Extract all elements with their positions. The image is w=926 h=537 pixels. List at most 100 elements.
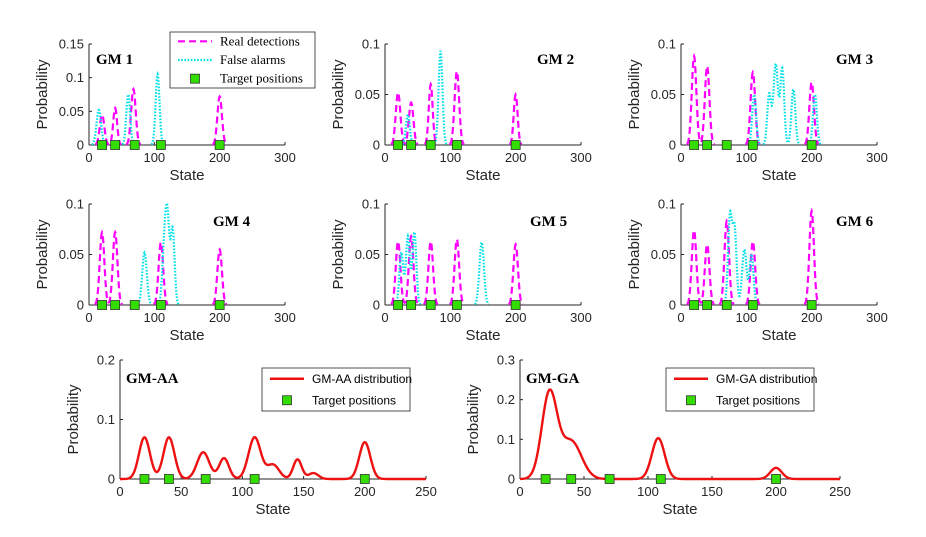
y-tick-label: 0.1 [658, 37, 676, 52]
y-tick-label: 0.15 [59, 37, 84, 52]
x-tick-label: 150 [701, 484, 723, 499]
x-tick-label: 300 [274, 150, 296, 165]
legend-marker [282, 395, 292, 406]
series-line-distribution [519, 388, 840, 481]
series-line-dotted [722, 208, 759, 306]
legend: GM-AA distribution Target positions [261, 367, 412, 412]
target-marker [747, 140, 758, 150]
target-marker [97, 140, 107, 150]
legend-entry: GM-GA distribution [716, 372, 817, 386]
y-tick-label: 0 [108, 472, 115, 487]
y-axis-label: Probability [34, 219, 51, 290]
x-tick-label: 150 [293, 484, 315, 499]
x-tick-label: 50 [174, 484, 188, 499]
y-tick-label: 0.05 [651, 247, 676, 262]
target-marker [406, 140, 417, 150]
series-line-dotted [394, 228, 490, 306]
y-axis-label: Probability [626, 59, 643, 130]
y-tick-label: 0 [77, 298, 84, 313]
x-tick-label: 200 [765, 484, 787, 499]
legend-entry: Target positions [716, 393, 800, 407]
x-tick-label: 250 [829, 484, 851, 499]
panel-gm6: 0 100 200 300 0 0.05 0.1 State Probability GM 6 [626, 197, 888, 345]
target-marker [510, 140, 521, 150]
x-tick-label: 250 [415, 484, 437, 499]
target-marker [393, 300, 403, 310]
target-marker [110, 300, 121, 310]
y-tick-label: 0 [373, 138, 380, 153]
legend-marker [686, 395, 696, 406]
y-tick-label: 0 [669, 138, 676, 153]
target-marker [97, 300, 107, 310]
series-line-dotted [401, 50, 448, 146]
y-tick-label: 0.05 [355, 87, 380, 102]
x-tick-label: 0 [677, 150, 684, 165]
panel-title: GM 1 [96, 52, 133, 68]
x-tick-label: 300 [866, 150, 888, 165]
panel-title: GM-GA [526, 371, 579, 387]
target-marker [689, 300, 699, 310]
x-axis-label: State [255, 501, 290, 518]
target-marker [129, 300, 140, 310]
y-axis-label: Probability [34, 59, 51, 130]
y-axis-label: Probability [626, 219, 643, 290]
legend-entry: Real detections [220, 33, 300, 48]
legend-entry: Target positions [312, 393, 396, 407]
series-line-dashed [94, 229, 228, 306]
y-tick-label: 0.05 [651, 87, 676, 102]
target-marker [721, 140, 732, 150]
series-line-dashed [686, 52, 820, 146]
panel-title: GM 5 [530, 214, 567, 230]
target-marker [359, 474, 370, 484]
x-tick-label: 200 [354, 484, 376, 499]
panel-title: GM 2 [537, 52, 574, 68]
target-marker [806, 140, 817, 150]
x-tick-label: 100 [232, 484, 254, 499]
target-marker [406, 300, 417, 310]
target-marker [566, 474, 577, 484]
y-axis-label: Probability [65, 384, 82, 455]
panel-gm1: 0 100 200 300 0 0.05 0.1 0.15 State Probability GM… [34, 31, 316, 184]
y-tick-label: 0.1 [66, 70, 84, 85]
panel-gm5: 0 100 200 300 0 0.05 0.1 State Probability GM 5 [330, 197, 592, 345]
panel-title: GM-AA [126, 371, 179, 387]
target-marker [451, 300, 462, 310]
panel-title: GM 6 [836, 214, 874, 230]
x-tick-label: 100 [439, 150, 461, 165]
target-marker [155, 300, 166, 310]
legend: GM-GA distribution Target positions [665, 367, 817, 412]
y-tick-label: 0.05 [355, 247, 380, 262]
x-tick-label: 100 [735, 150, 757, 165]
target-marker [155, 140, 166, 150]
x-tick-label: 200 [209, 150, 231, 165]
target-marker [129, 140, 140, 150]
x-tick-label: 200 [801, 310, 823, 325]
target-marker [747, 300, 758, 310]
panel-gm3: 0 100 200 300 0 0.05 0.1 State Probability GM 3 [626, 37, 888, 185]
target-marker [214, 300, 225, 310]
target-marker [655, 474, 666, 484]
y-tick-label: 0.2 [497, 392, 515, 407]
panel-gmga: 0 50 100 150 200 250 0 0.1 0.2 0.3 State Probabilit… [465, 353, 851, 519]
target-marker [689, 140, 699, 150]
target-marker [702, 300, 713, 310]
panel-gm2: 0 100 200 300 0 0.05 0.1 State Probability GM 2 [330, 37, 592, 185]
legend-entry: Target positions [220, 71, 303, 86]
series-line-dashed [94, 86, 228, 146]
y-axis-label: Probability [330, 59, 347, 130]
series-line-dashed [390, 68, 523, 146]
target-marker [540, 474, 551, 484]
x-tick-label: 100 [143, 150, 165, 165]
target-marker [806, 300, 817, 310]
x-tick-label: 100 [735, 310, 757, 325]
series-line-distribution [120, 435, 426, 481]
series-line-dotted [747, 60, 822, 146]
x-tick-label: 100 [439, 310, 461, 325]
target-marker [110, 140, 121, 150]
target-marker [164, 474, 174, 484]
y-tick-label: 0.3 [497, 353, 515, 368]
legend-marker [190, 73, 200, 84]
target-marker [139, 474, 150, 484]
y-tick-label: 0 [669, 298, 676, 313]
